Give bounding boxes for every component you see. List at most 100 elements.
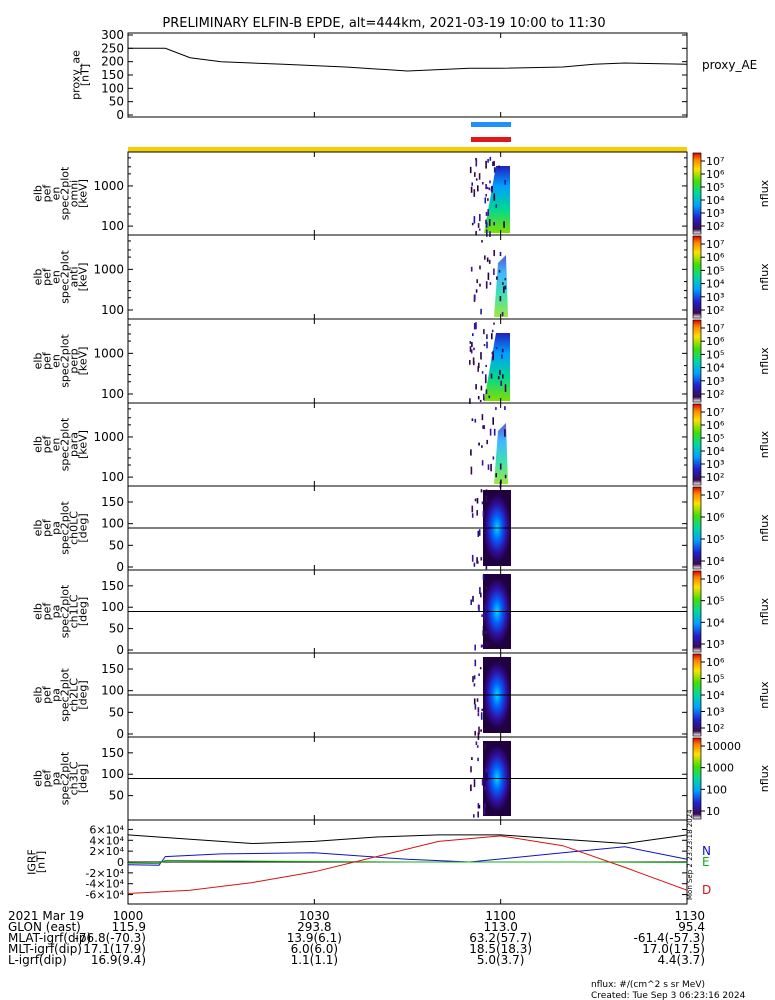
panel-anti-ylabel-line: pef [41,267,54,286]
panel-perp-speckle [499,369,501,376]
panel-ch0LC-speckle [476,560,479,564]
panel-para-speckle [504,406,506,410]
panel-para-cbar-label: 10⁴ [706,445,725,458]
panel-igrf-legend-D: D [702,883,711,897]
panel-igrf-series-N [127,846,688,866]
panel-ch0LC-tick-label: 100 [101,517,124,531]
panel-ch0LC-speckle [478,529,481,536]
panel-para-speckle [478,443,480,446]
panel-para-ylabel-line: para [68,432,81,457]
panel-ch2LC-speckle [480,729,482,732]
x-axis-row-label: 2021 Mar 19 [8,909,84,923]
panel-perp-speckle [485,364,487,367]
panel-ch2LC-speckle [473,683,476,687]
panel-anti-colorbar [692,235,702,319]
panel-perp-speckle [491,333,493,340]
panel-ch3LC-speckle [483,808,486,816]
panel-ch3LC-tick-label: 100 [101,767,124,781]
panel-para-speckle [492,417,494,425]
panel-ch2LC-cbar-label: 10³ [706,706,724,719]
panel-igrf-tick-label: 2×10⁴ [89,845,124,858]
proxy-ae-tick-label: 150 [101,68,124,82]
panel-perp-cbar-title: nflux [758,347,771,375]
panel-omni-speckle [504,180,506,185]
panel-anti-speckle [501,311,504,317]
panel-ch1LC-ylabel-line: [deg] [77,597,90,626]
panel-ch0LC-speckle [476,498,479,504]
panel-ch2LC-ylabel-line: [deg] [77,680,90,709]
x-axis-row-value: 1000 [113,909,144,923]
panel-para-speckle [504,429,506,437]
panel-perp-cbar-label: 10³ [706,375,724,388]
panel-ch3LC-speckle [470,784,472,792]
panel-para-cbar-title: nflux [758,430,771,458]
panel-omni-speckle [484,197,487,204]
panel-ch0LC-tick-label: 0 [116,560,124,574]
panel-ch1LC-ylabel-line: ch1LC [68,594,81,628]
panel-para-speckle [483,425,485,430]
panel-anti-speckle [488,259,491,264]
panel-ch3LC-speckle [484,786,486,790]
panel-ch3LC-speckle [471,757,473,760]
proxy-ae-tick-label: 50 [109,95,124,109]
panel-omni-ylabel-line: elb [32,185,45,202]
panel-ch0LC-speckle [473,562,476,567]
panel-omni-speckle [489,180,491,184]
panel-ch1LC-speckle [479,587,481,595]
panel-ch0LC-ylabel-line: elb [32,520,45,537]
panel-ch0LC-speckle [476,557,478,564]
panel-ch0LC-speckle [485,495,488,503]
panel-perp-speckle [477,396,480,400]
panel-igrf-legend-E: E [702,855,710,869]
panel-perp-cbar-label: 10⁷ [706,322,724,335]
panel-perp-speckle [486,334,488,340]
panel-ch3LC-ylabel-line: elb [32,770,45,787]
panel-ch3LC-tick-label: 50 [109,789,124,803]
panel-anti-cbar-label: 10⁵ [706,264,724,277]
panel-omni-speckle [482,182,484,185]
panel-ch0LC-speckle [471,513,474,518]
x-axis-row-value: 63.2(57.7) [469,931,532,945]
panel-ch0LC-cbar-label: 10⁵ [706,533,724,546]
panel-ch3LC-speckle [473,779,476,788]
panel-omni-cbar-label: 10³ [706,207,724,220]
panel-para-speckle [490,463,492,472]
panel-ch3LC-cbar-label: 1000 [706,762,734,775]
panel-ch0LC-cbar-title: nflux [758,514,771,542]
proxy-ae-tick-label: 0 [116,108,124,122]
panel-perp-ylabel-line: [keV] [77,347,90,376]
x-axis-row-label: L-igrf(dip) [8,953,67,967]
panel-omni-speckle [489,231,491,237]
panel-ch3LC-speckle [481,777,484,786]
panel-ch1LC-speckle [482,626,485,629]
panel-ch3LC-speckle [473,814,475,818]
panel-ch0LC-speckle [471,554,474,562]
panel-igrf-tick-label: -2×10⁴ [85,867,124,880]
panel-para-speckle [486,439,488,445]
panel-perp-speckle [492,350,494,355]
panel-omni-speckle [487,198,489,201]
panel-anti-speckle [476,279,478,284]
x-axis-row-value: 5.0(3.7) [477,953,525,967]
x-axis-row-value: 113.0 [483,920,517,934]
x-axis-table: 2021 Mar 19 1000 1030 1100 1130 GLON (east) 11… [8,909,705,967]
panel-anti-speckle [489,282,492,285]
panel-ch1LC-speckle [483,616,486,621]
panel-ch2LC-speckle [477,732,480,740]
panel-igrf-series-D [127,835,688,894]
panel-omni-speckle [487,159,489,163]
panel-para-speckle [470,449,472,456]
panel-perp-cbar-label: 10⁴ [706,362,725,375]
panel-para-cbar-label: 10³ [706,458,724,471]
panel-anti-speckle [493,250,495,257]
panel-ch0LC-ylabel-line: pa [50,521,63,535]
panel-para-speckle [487,464,490,470]
panel-omni-speckle [478,228,481,231]
panel-ch0LC-cbar-label: 10⁶ [706,511,725,524]
panel-ch0LC-ylabel-line: ch0LC [68,511,81,545]
